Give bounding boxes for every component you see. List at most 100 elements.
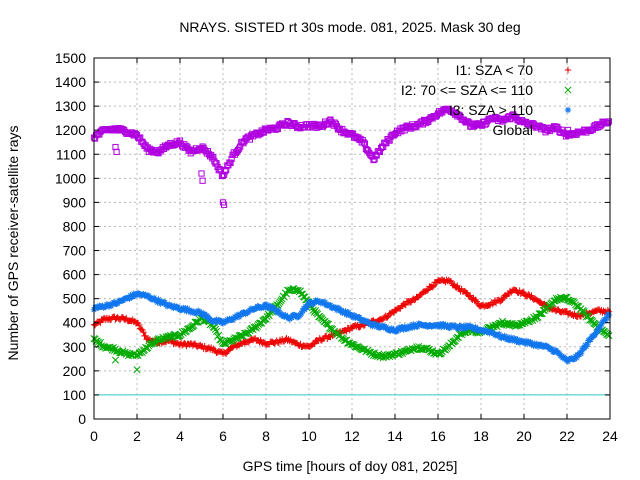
i3-sza-110-point	[414, 323, 421, 330]
y-tick-label: 800	[63, 218, 87, 234]
y-tick-label: 400	[63, 315, 87, 331]
y-tick-label: 0	[78, 411, 86, 427]
global-point	[213, 160, 220, 167]
y-tick-label: 1500	[55, 50, 86, 66]
global-point	[222, 168, 229, 175]
i1-sza-70-point	[429, 283, 436, 291]
i3-sza-110-point	[321, 298, 329, 306]
i3-sza-110-point	[307, 299, 315, 306]
i2-70-sza-110-point	[384, 350, 393, 358]
i3-sza-110-point	[217, 317, 225, 325]
x-axis-label: GPS time [hours of doy 081, 2025]	[243, 458, 458, 474]
i3-sza-110-point	[161, 299, 169, 306]
outliers-1	[111, 356, 141, 374]
i2-70-sza-110-point	[532, 312, 540, 320]
y-tick-label: 700	[63, 243, 87, 259]
x-tick-label: 14	[387, 428, 403, 444]
global-point	[228, 155, 235, 162]
i2-70-sza-110-point	[566, 297, 574, 305]
i3-sza-110-point	[235, 313, 243, 321]
i2-70-sza-110-point	[535, 310, 543, 318]
i3-sza-110-point	[597, 323, 604, 331]
i1-sza-70-point	[519, 288, 527, 296]
i3-sza-110-point	[564, 358, 572, 365]
legend-marker	[564, 126, 572, 134]
i3-sza-110-point	[503, 336, 510, 343]
i3-sza-110-point	[458, 323, 465, 330]
i2-70-sza-110-point	[221, 340, 229, 348]
global-point	[210, 153, 217, 161]
i2-70-sza-110-point	[378, 351, 386, 359]
x-tick-label: 10	[301, 428, 317, 444]
i3-sza-110-point	[422, 321, 430, 329]
i3-sza-110-point	[232, 314, 240, 321]
i3-sza-110-point	[435, 323, 443, 330]
legend-label: I1: SZA < 70	[456, 62, 534, 78]
i2-70-sza-110-point	[544, 304, 552, 312]
series-1	[90, 285, 613, 362]
legend-label: Global	[493, 122, 533, 138]
y-tick-label: 1300	[55, 98, 86, 114]
i1-sza-70-point	[499, 296, 506, 303]
i3-sza-110-point	[504, 334, 512, 341]
i3-sza-110-point	[462, 325, 470, 332]
i2-70-sza-110-point	[185, 325, 193, 333]
y-tick-label: 1100	[56, 146, 86, 162]
i2-70-sza-110-point	[237, 331, 245, 339]
i3-sza-110-point	[327, 302, 334, 309]
legend-marker	[564, 86, 572, 94]
x-tick-label: 12	[344, 428, 360, 444]
i3-sza-110-point	[399, 324, 406, 331]
i1-sza-70-point	[140, 328, 147, 336]
i1-sza-70-point	[430, 282, 437, 290]
outliers-3	[112, 143, 228, 208]
i3-sza-110-point	[593, 328, 601, 336]
i3-sza-110-point	[108, 302, 115, 310]
i3-sza-110-point	[577, 350, 585, 357]
y-tick-label: 500	[63, 291, 87, 307]
y-tick-label: 1400	[55, 74, 86, 90]
axis-ticks: 0 2 4 6 8 10 12 14 16 18 20 22 240100200300400500600…	[55, 50, 618, 444]
i1-sza-70-point	[424, 287, 431, 294]
i3-sza-110-point	[397, 326, 404, 333]
x-tick-label: 6	[219, 428, 227, 444]
i3-sza-110-point	[388, 325, 395, 332]
i2-70-sza-110-point	[368, 349, 376, 358]
i3-sza-110-point	[95, 304, 102, 311]
i3-sza-110-point	[506, 336, 514, 344]
legend-marker	[564, 66, 572, 74]
x-tick-label: 2	[133, 428, 141, 444]
x-tick-label: 22	[559, 428, 575, 444]
i3-sza-110-point	[522, 337, 530, 344]
y-tick-label: 300	[63, 339, 87, 355]
i3-sza-110-point	[311, 299, 318, 306]
i3-sza-110-point	[591, 331, 599, 339]
i2-70-sza-110-point	[603, 330, 611, 338]
i2-70-sza-110-outlier	[133, 366, 141, 374]
x-tick-label: 18	[473, 428, 489, 444]
i3-sza-110-point	[605, 311, 613, 319]
i3-sza-110-point	[501, 332, 508, 340]
legend-marker	[564, 106, 572, 114]
i1-sza-70-point	[135, 321, 143, 329]
i2-70-sza-110-point	[324, 320, 332, 328]
i3-sza-110-point	[155, 296, 162, 303]
i2-70-sza-110-point	[211, 325, 220, 333]
i1-sza-70-point	[402, 301, 409, 309]
i1-sza-70-point	[454, 282, 461, 289]
i3-sza-110-point	[260, 304, 268, 311]
chart-title: NRAYS. SISTED rt 30s mode. 081, 2025. Ma…	[179, 19, 520, 35]
i2-70-sza-110-point	[311, 307, 320, 315]
global-outlier	[199, 177, 206, 184]
i3-sza-110-point	[410, 321, 417, 328]
i2-70-sza-110-point	[107, 344, 115, 352]
i1-sza-70-point	[528, 292, 535, 299]
i3-sza-110-point	[151, 294, 158, 301]
i3-sza-110-point	[286, 315, 293, 323]
i3-sza-110-point	[275, 307, 283, 314]
y-tick-label: 600	[63, 267, 87, 283]
i3-sza-110-point	[548, 345, 556, 353]
i3-sza-110-point	[157, 300, 164, 307]
i3-sza-110-point	[460, 322, 467, 330]
i1-sza-70-point	[467, 292, 474, 299]
